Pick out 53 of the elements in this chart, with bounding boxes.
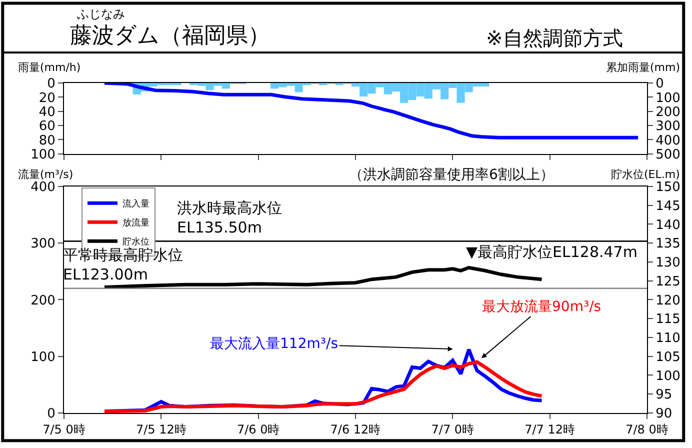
y2-tick-label: 140 — [656, 218, 680, 233]
legend-label: 流入量 — [122, 198, 150, 210]
x-tick-label: 7/7 12時 — [524, 422, 576, 436]
y-tick-label: 200 — [30, 293, 56, 308]
x-tick-label: 7/6 0時 — [236, 422, 280, 436]
y2-tick-label: 125 — [656, 274, 680, 290]
annotation: 最大流入量112m³/s — [210, 336, 338, 352]
annotation: ▼最高貯水位EL128.47m — [466, 243, 638, 261]
y2-tick-label: 145 — [656, 198, 680, 214]
y2-tick-label: 135 — [656, 236, 680, 252]
ref-line-label: 平常時最高貯水位 EL123.00m — [63, 246, 183, 284]
y2-tick-label: 500 — [656, 147, 680, 162]
y2-tick-label: 300 — [656, 119, 680, 134]
ref-line-label: 洪水時最高水位 EL135.50m — [177, 199, 282, 236]
y2-tick-label: 100 — [656, 368, 680, 384]
y2-tick-label: 130 — [656, 256, 680, 271]
y2-tick-label: 150 — [656, 180, 680, 195]
y-tick-label: 400 — [30, 180, 56, 195]
y-tick-label: 40 — [38, 104, 56, 120]
y2-tick-label: 400 — [656, 133, 680, 148]
y2-tick-label: 120 — [656, 293, 680, 308]
y-tick-label: 100 — [30, 350, 56, 365]
y2-tick-label: 115 — [656, 312, 680, 328]
y2-tick-label: 90 — [656, 406, 672, 422]
legend-label: 放流量 — [122, 218, 150, 229]
y-tick-label: 60 — [38, 119, 56, 134]
y2-tick-label: 200 — [656, 104, 680, 120]
y-tick-label: 20 — [38, 90, 56, 106]
y2-tick-label: 110 — [656, 331, 680, 346]
legend-label: 貯水位 — [122, 236, 150, 248]
y-tick-label: 80 — [38, 133, 56, 148]
y2-tick-label: 95 — [656, 388, 672, 403]
chart-title: 藤波ダム（福岡県） — [70, 24, 270, 49]
y-tick-label: 100 — [30, 147, 56, 162]
y-axis-title: 雨量(mm/h) — [18, 61, 81, 74]
y-axis-title: 流量(m³/s) — [18, 168, 74, 181]
y2-tick-label: 0 — [656, 76, 664, 92]
x-tick-label: 7/5 0時 — [42, 422, 86, 436]
text: ※自然調節方式 — [486, 26, 623, 50]
y2-axis-title: 貯水位(EL.m) — [611, 168, 680, 181]
y-tick-label: 300 — [30, 236, 56, 252]
y2-tick-label: 105 — [656, 350, 680, 365]
x-tick-label: 7/7 0時 — [431, 422, 474, 436]
y-tick-label: 0 — [47, 76, 56, 92]
y2-axis-title: 累加雨量(mm) — [606, 61, 680, 74]
text: ふじなみ — [76, 7, 125, 21]
text: （洪水調節容量使用率6割以上） — [349, 167, 554, 183]
annotation: 最大放流量90m³/s — [482, 299, 602, 315]
x-tick-label: 7/8 0時 — [626, 422, 668, 436]
x-tick-label: 7/6 12時 — [330, 422, 381, 436]
y2-tick-label: 100 — [656, 90, 680, 106]
y-tick-label: 0 — [47, 406, 56, 422]
x-tick-label: 7/5 12時 — [136, 422, 186, 436]
